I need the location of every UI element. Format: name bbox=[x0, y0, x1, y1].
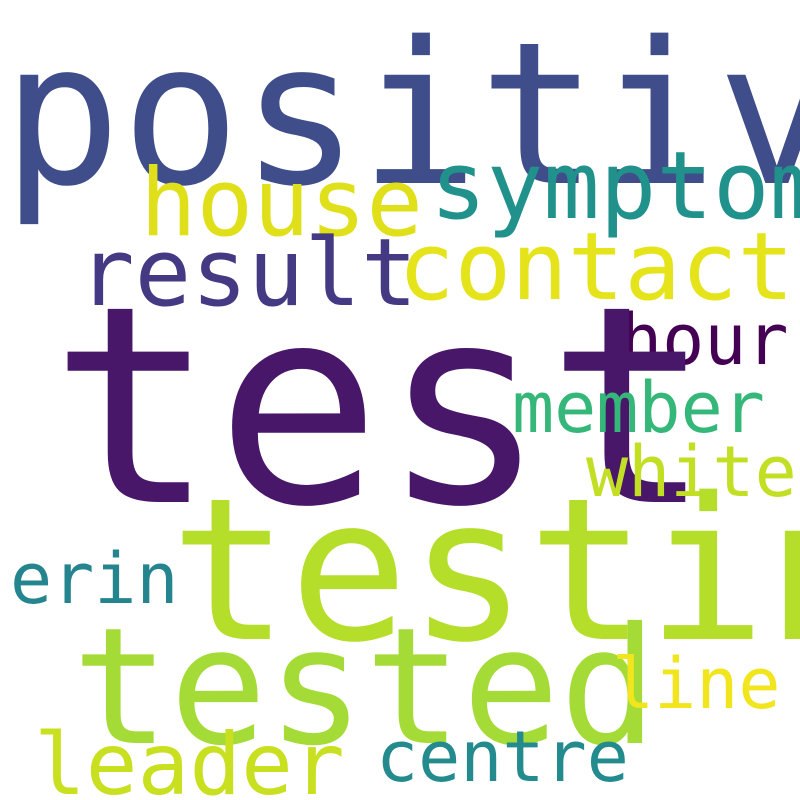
word-result: result bbox=[78, 219, 418, 328]
word-hour: hour bbox=[620, 299, 789, 381]
word-leader: leader bbox=[34, 715, 345, 800]
word-centre: centre bbox=[376, 716, 629, 798]
word-symptom: symptom bbox=[430, 132, 800, 241]
word-erin: erin bbox=[10, 538, 179, 620]
word-contact: contact bbox=[398, 213, 795, 322]
word-white: white bbox=[586, 431, 797, 513]
word-member: member bbox=[512, 367, 765, 449]
word-house: house bbox=[140, 149, 423, 258]
word-test: test bbox=[50, 247, 713, 567]
word-tested: tested bbox=[72, 594, 658, 782]
word-positive: positive bbox=[2, 0, 800, 230]
word-line: line bbox=[612, 643, 781, 725]
word-testing: testing bbox=[170, 455, 800, 686]
